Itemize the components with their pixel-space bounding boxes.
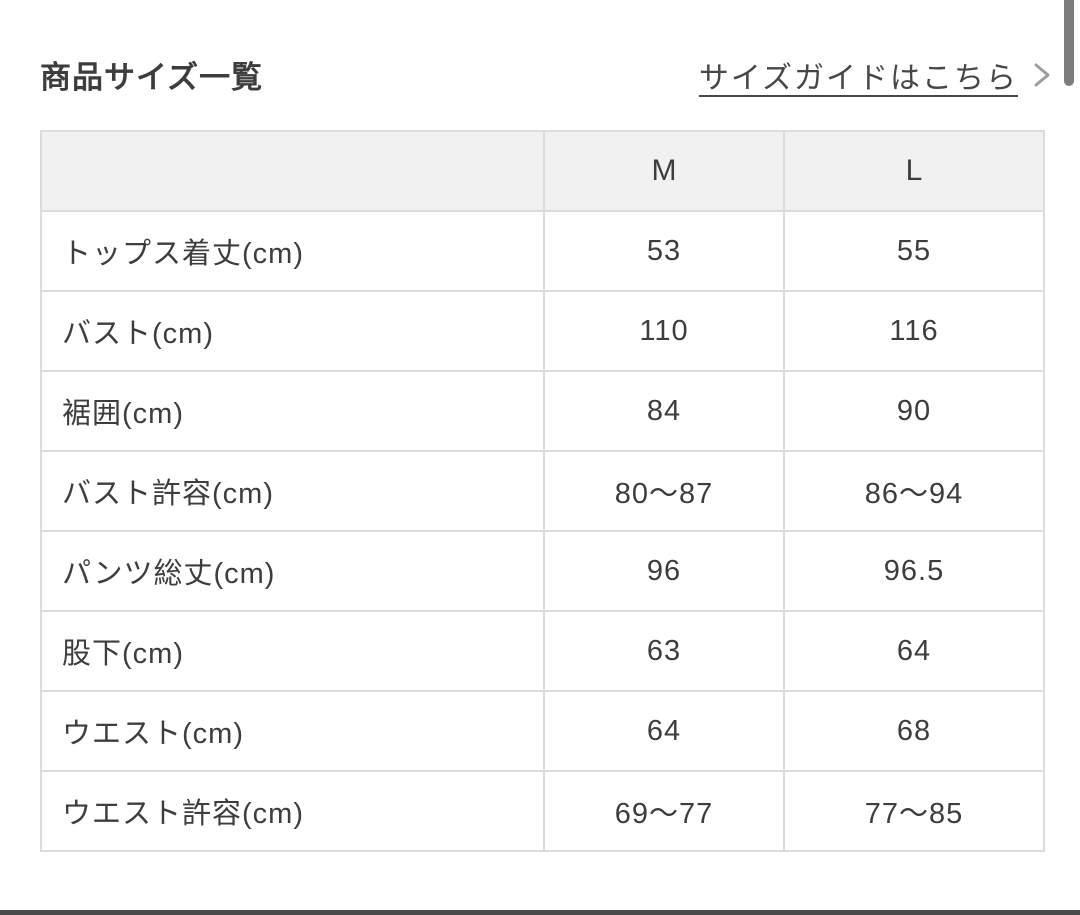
row-value-m: 84	[543, 370, 785, 452]
row-value-m: 69〜77	[543, 770, 785, 852]
size-table-corner-cell	[40, 130, 545, 212]
row-value-l: 64	[783, 610, 1045, 692]
row-value-l: 77〜85	[783, 770, 1045, 852]
table-row: ウエスト許容(cm) 69〜77 77〜85	[40, 770, 1045, 852]
size-column-l: L	[783, 130, 1045, 212]
row-label: 裾囲(cm)	[40, 370, 545, 452]
row-value-m: 96	[543, 530, 785, 612]
bottom-edge-bar	[0, 910, 1080, 915]
size-column-m: M	[543, 130, 785, 212]
size-guide-link[interactable]: サイズガイドはこちら	[698, 62, 1018, 95]
table-row: 股下(cm) 63 64	[40, 610, 1045, 692]
row-value-m: 110	[543, 290, 785, 372]
row-value-m: 53	[543, 210, 785, 292]
table-row: バスト許容(cm) 80〜87 86〜94	[40, 450, 1045, 532]
row-label: ウエスト許容(cm)	[40, 770, 545, 852]
row-value-m: 63	[543, 610, 785, 692]
page-title: 商品サイズ一覧	[40, 60, 264, 95]
chevron-right-icon	[1032, 60, 1052, 90]
row-value-l: 96.5	[783, 530, 1045, 612]
row-value-m: 80〜87	[543, 450, 785, 532]
row-value-l: 68	[783, 690, 1045, 772]
row-label: パンツ総丈(cm)	[40, 530, 545, 612]
table-row: ウエスト(cm) 64 68	[40, 690, 1045, 772]
size-table: M L トップス着丈(cm) 53 55 バスト(cm) 110 116 裾囲(…	[40, 130, 1045, 852]
row-value-l: 90	[783, 370, 1045, 452]
table-row: パンツ総丈(cm) 96 96.5	[40, 530, 1045, 612]
table-row: トップス着丈(cm) 53 55	[40, 210, 1045, 292]
row-label: バスト(cm)	[40, 290, 545, 372]
size-section-header: 商品サイズ一覧 サイズガイドはこちら	[40, 52, 1052, 97]
row-label: ウエスト(cm)	[40, 690, 545, 772]
row-value-l: 116	[783, 290, 1045, 372]
row-value-m: 64	[543, 690, 785, 772]
size-guide-link-group[interactable]: サイズガイドはこちら	[699, 53, 1052, 97]
table-row: バスト(cm) 110 116	[40, 290, 1045, 372]
scrollbar-thumb[interactable]	[1064, 0, 1074, 86]
table-row: 裾囲(cm) 84 90	[40, 370, 1045, 452]
row-label: トップス着丈(cm)	[40, 210, 545, 292]
row-value-l: 55	[783, 210, 1045, 292]
row-value-l: 86〜94	[783, 450, 1045, 532]
row-label: 股下(cm)	[40, 610, 545, 692]
size-table-header-row: M L	[40, 130, 1045, 212]
row-label: バスト許容(cm)	[40, 450, 545, 532]
